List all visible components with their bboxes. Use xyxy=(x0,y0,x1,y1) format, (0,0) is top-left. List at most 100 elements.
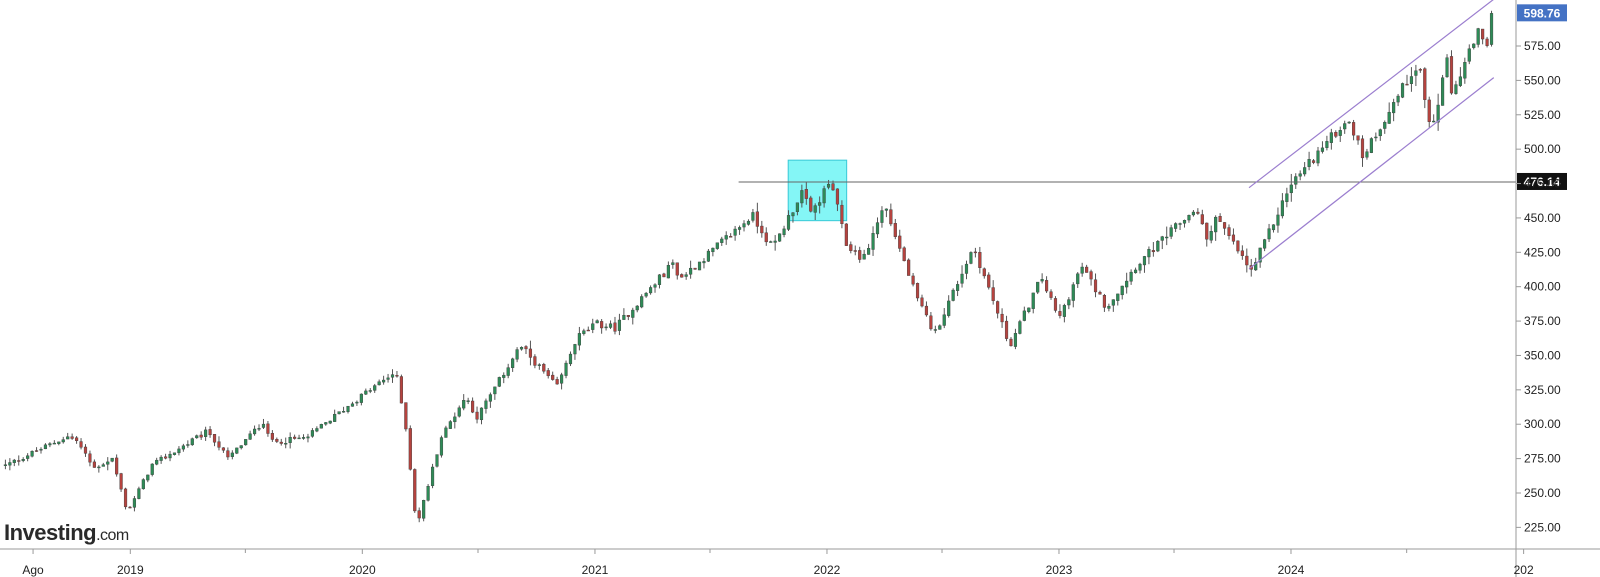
candle-down xyxy=(902,247,906,262)
candle-up xyxy=(230,452,234,457)
candle-down xyxy=(586,329,590,332)
candle-down xyxy=(1423,68,1427,100)
candle-down xyxy=(835,188,840,205)
candle-up xyxy=(742,223,746,228)
candle-up xyxy=(422,500,426,519)
candle-up xyxy=(1409,76,1414,84)
candle-up xyxy=(778,233,782,242)
candle-down xyxy=(858,250,862,260)
candle-down xyxy=(1481,28,1485,40)
candle-up xyxy=(1276,214,1280,226)
candle-down xyxy=(1449,56,1454,94)
y-tick-label: 225.00 xyxy=(1524,520,1561,534)
candle-up xyxy=(1013,333,1018,347)
candle-up xyxy=(1027,307,1031,312)
candle-up xyxy=(159,456,163,461)
candle-up xyxy=(791,212,795,217)
candle-up xyxy=(1347,121,1351,124)
candle-down xyxy=(542,364,546,372)
candle-up xyxy=(1040,279,1044,282)
candle-up xyxy=(795,202,799,212)
candle-down xyxy=(1236,240,1240,252)
candle-up xyxy=(97,466,101,469)
candle-up xyxy=(871,233,875,250)
candle-down xyxy=(911,275,915,285)
candle-up xyxy=(168,453,172,459)
candle-up xyxy=(177,448,181,454)
candle-down xyxy=(123,488,128,508)
x-tick-label: Ago xyxy=(22,563,44,577)
candle-down xyxy=(528,348,533,358)
candle-down xyxy=(399,376,403,404)
candle-up xyxy=(1289,184,1293,194)
candle-down xyxy=(982,268,986,277)
candle-up xyxy=(644,292,648,297)
candle-up xyxy=(1076,273,1080,285)
candle-up xyxy=(706,250,710,262)
candle-up xyxy=(21,459,25,461)
candle-up xyxy=(1142,256,1147,266)
candle-up xyxy=(1191,211,1195,216)
candle-up xyxy=(1280,200,1284,217)
candle-up xyxy=(444,427,448,438)
candle-up xyxy=(172,452,177,455)
candle-up xyxy=(1432,120,1436,123)
candle-up xyxy=(537,364,541,366)
candle-up xyxy=(519,347,524,350)
candle-down xyxy=(662,273,666,278)
candle-down xyxy=(831,183,835,191)
candle-down xyxy=(1356,135,1360,141)
candle-down xyxy=(809,197,813,212)
candle-down xyxy=(626,315,630,317)
candle-down xyxy=(1053,298,1058,311)
candle-up xyxy=(1383,121,1387,129)
channel-upper-line xyxy=(1248,0,1494,189)
candle-up xyxy=(1254,262,1258,271)
candle-up xyxy=(724,235,728,240)
candle-up xyxy=(1138,263,1142,271)
y-tick-label: 300.00 xyxy=(1524,417,1561,431)
candle-up xyxy=(1129,271,1133,282)
candle-up xyxy=(43,444,48,450)
candle-down xyxy=(898,235,902,249)
candle-up xyxy=(737,227,742,230)
candle-up xyxy=(1031,292,1035,309)
candle-up xyxy=(1209,231,1213,241)
candle-up xyxy=(101,464,105,467)
candle-up xyxy=(666,265,670,279)
candle-up xyxy=(284,443,288,445)
candle-down xyxy=(675,262,679,276)
candle-up xyxy=(319,424,323,429)
candle-down xyxy=(1200,214,1204,225)
candle-up xyxy=(426,486,430,501)
candle-down xyxy=(221,447,226,451)
candle-up xyxy=(964,263,969,274)
candle-down xyxy=(75,437,79,441)
x-tick-label: 2024 xyxy=(1278,563,1305,577)
candle-up xyxy=(697,261,702,271)
candle-up xyxy=(880,210,884,223)
candle-up xyxy=(1107,305,1111,309)
y-tick-label: 350.00 xyxy=(1524,348,1561,362)
candle-up xyxy=(390,374,395,378)
candle-down xyxy=(413,469,417,512)
candle-down xyxy=(119,473,123,490)
candle-up xyxy=(1467,48,1471,62)
candle-up xyxy=(956,284,960,291)
candle-up xyxy=(453,416,457,423)
candle-up xyxy=(568,353,573,365)
candle-up xyxy=(3,464,7,466)
candle-up xyxy=(1062,305,1066,317)
candle-up xyxy=(800,190,804,204)
candle-down xyxy=(1196,211,1200,214)
candle-down xyxy=(907,259,911,276)
candle-up xyxy=(52,442,56,445)
candle-up xyxy=(1374,136,1378,139)
candle-down xyxy=(1085,266,1089,273)
x-tick-label: 2019 xyxy=(117,563,144,577)
candle-up xyxy=(448,421,452,429)
candle-down xyxy=(1098,291,1102,295)
y-tick-label: 450.00 xyxy=(1524,211,1561,225)
candle-up xyxy=(1067,299,1071,306)
